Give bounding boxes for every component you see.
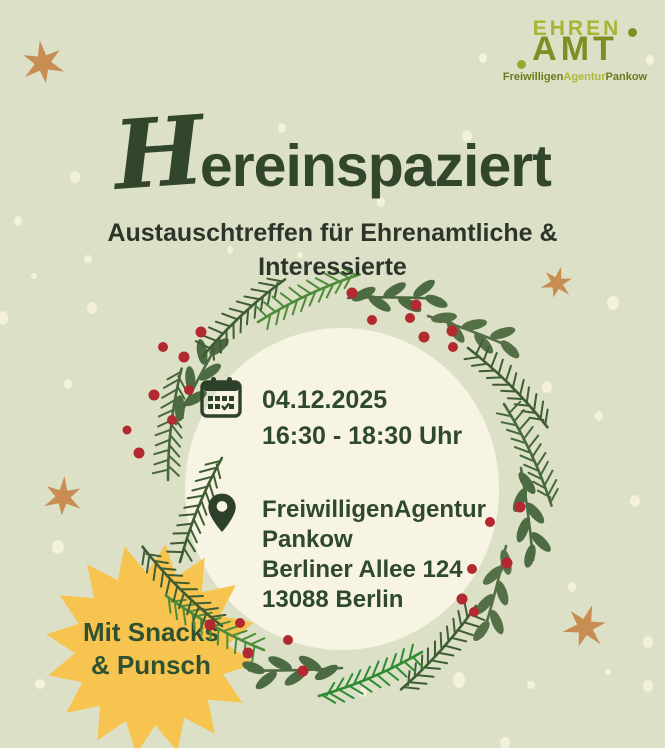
logo-line-ehren: EHREN [532, 17, 622, 40]
pine-sprig [493, 395, 566, 513]
title-rest: ereinspaziert [199, 133, 552, 199]
venue-city: 13088 Berlin [262, 586, 404, 613]
venue-block: FreiwilligenAgentur Pankow Berliner Alle… [262, 495, 486, 615]
subtitle: Austauschtreffen für Ehrenamtliche & Int… [0, 216, 665, 284]
date-time-block: 04.12.2025 16:30 - 18:30 Uhr [262, 382, 462, 454]
pine-sprig [312, 641, 431, 711]
location-pin-icon [208, 493, 236, 532]
sparkle-star-icon [559, 598, 612, 653]
venue-street: Berliner Allee 124 [262, 556, 463, 583]
tagline-agentur: Agentur [563, 71, 606, 83]
tagline-pankow: Pankow [605, 71, 648, 83]
puzzle-knob-icon [517, 60, 526, 69]
title-script-initial: H [110, 95, 208, 212]
calendar-icon [200, 377, 242, 418]
sparkle-star-icon [20, 37, 66, 86]
page-title: H ereinspaziert [0, 95, 665, 212]
event-time: 16:30 - 18:30 Uhr [262, 422, 463, 450]
venue-name-line-2: Pankow [262, 526, 353, 553]
subtitle-line-1: Austauschtreffen für Ehrenamtliche & [107, 219, 558, 247]
berries [122, 287, 526, 677]
logo-line-amt: AMT [495, 28, 655, 69]
logo-tagline: FreiwilligenAgenturPankow [495, 72, 655, 83]
sparkle-star-icon [43, 474, 83, 517]
venue-name-line-1: FreiwilligenAgentur [262, 496, 487, 523]
ehrenamt-logo: EHREN AMT FreiwilligenAgenturPankow [495, 18, 655, 83]
puzzle-knob-icon [628, 28, 637, 37]
event-date: 04.12.2025 [262, 386, 388, 414]
tagline-freiwilligen: Freiwilligen [502, 71, 564, 83]
leaf-sprig [508, 466, 556, 571]
snow-dots [0, 53, 654, 748]
wreath-inner-circle [185, 328, 499, 650]
subtitle-line-2: Interessierte [258, 253, 407, 281]
